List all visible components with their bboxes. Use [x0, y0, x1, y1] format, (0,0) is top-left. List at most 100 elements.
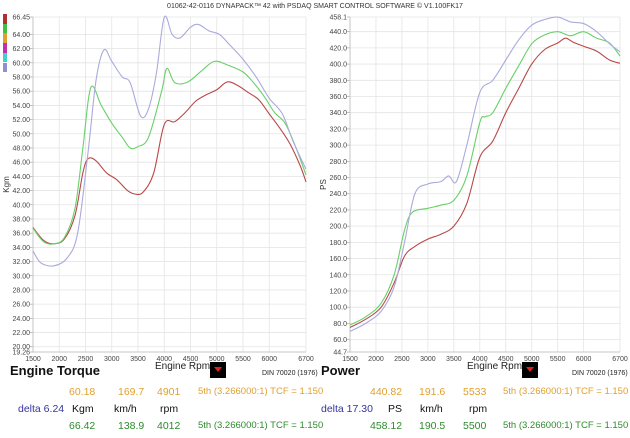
y-tick-label: 380.0 — [329, 78, 347, 85]
power-delta: delta 17.30 — [321, 403, 373, 415]
y-tick-label: 36.00 — [12, 231, 30, 238]
torque-gear-2: 5th (3.266000:1) TCF = 1.150 — [198, 420, 324, 431]
x-tick-label: 5500 — [235, 356, 251, 363]
y-tick-label: 180.0 — [329, 240, 347, 247]
series-line-run-red — [32, 81, 307, 245]
legend-swatch[interactable] — [3, 33, 7, 43]
x-tick-label: 6700 — [612, 356, 628, 363]
y-tick-label: 30.00 — [12, 273, 30, 280]
y-tick-label: 440.0 — [329, 29, 347, 36]
x-tick-label: 2000 — [51, 356, 67, 363]
torque-title: Engine Torque — [10, 363, 101, 378]
power-speed-2: 190.5 — [419, 420, 446, 432]
torque-delta: delta 6.24 — [18, 403, 65, 415]
torque-rpm-unit: rpm — [160, 403, 179, 415]
y-tick-label: 38.00 — [12, 216, 30, 223]
y-tick-label: 280.0 — [329, 159, 347, 166]
x-tick-label: 5000 — [209, 356, 225, 363]
x-tick-label: 6700 — [298, 356, 314, 363]
y-tick-label: 300.0 — [329, 143, 347, 150]
torque-value-2: 66.42 — [69, 420, 96, 432]
y-tick-label: 420.0 — [329, 45, 347, 52]
power-gear-2: 5th (3.266000:1) TCF = 1.150 — [503, 420, 629, 431]
legend-swatch[interactable] — [3, 62, 7, 72]
x-tick-label: 2000 — [368, 356, 384, 363]
x-tick-label: 2500 — [78, 356, 94, 363]
power-value-1: 440.82 — [370, 386, 403, 398]
x-tick-label: 3500 — [446, 356, 462, 363]
power-rpm-unit: rpm — [469, 403, 488, 415]
torque-speed-unit: km/h — [114, 403, 137, 415]
x-tick-label: 4000 — [472, 356, 488, 363]
y-tick-label: 56.00 — [12, 89, 30, 96]
x-tick-label: 3500 — [130, 356, 146, 363]
y-tick-label: 120.0 — [329, 288, 347, 295]
series-line-run-green — [32, 60, 307, 245]
torque-speed-2: 138.9 — [118, 420, 145, 432]
y-tick-label: 400.0 — [329, 62, 347, 69]
y-tick-label: 52.00 — [12, 117, 30, 124]
x-tick-label: 3000 — [104, 356, 120, 363]
power-unit: PS — [388, 403, 403, 415]
y-tick-label: 160.0 — [329, 256, 347, 263]
x-tick-label: 2500 — [394, 356, 410, 363]
y-tick-label: 42.00 — [12, 188, 30, 195]
torque-rpm-2: 4012 — [157, 420, 181, 432]
window-title: 01062-42-0116 DYNAPACK™ 42 with PSDAQ SM… — [167, 3, 463, 10]
y-tick-label: 26.00 — [12, 302, 30, 309]
y-tick-label: 44.00 — [12, 174, 30, 181]
y-tick-label: 54.00 — [12, 103, 30, 110]
power-dropdown-button[interactable] — [522, 362, 538, 378]
legend-swatch[interactable] — [3, 14, 7, 24]
y-tick-label: 24.00 — [12, 316, 30, 323]
y-tick-label: 240.0 — [329, 191, 347, 198]
power-rpm-2: 5500 — [463, 420, 487, 432]
y-tick-label: 20.00 — [12, 344, 30, 351]
legend-swatch[interactable] — [3, 43, 7, 53]
power-value-2: 458.12 — [370, 420, 403, 432]
x-tick-label: 6000 — [261, 356, 277, 363]
y-axis-label: Kgm — [2, 176, 11, 193]
x-tick-label: 1500 — [25, 356, 41, 363]
power-chart: 458.1 440.0 420.0 400.0 380.0 360.0 340.0 320.0… — [319, 15, 628, 364]
y-tick-label: 360.0 — [329, 94, 347, 101]
legend-swatch[interactable] — [3, 23, 7, 34]
legend-swatch[interactable] — [3, 52, 7, 63]
torque-gear-1: 5th (3.266000:1) TCF = 1.150 — [198, 386, 324, 397]
y-tick-label: 64.00 — [12, 32, 30, 39]
y-tick-label: 48.00 — [12, 145, 30, 152]
y-tick-label: 140.0 — [329, 272, 347, 279]
y-tick-label: 340.0 — [329, 110, 347, 117]
power-standard: DIN 70020 (1976) — [572, 370, 628, 377]
y-tick-label: 32.00 — [12, 259, 30, 266]
y-tick-label: 458.1 — [329, 15, 347, 22]
torque-chart: 66.45 64.00 62.00 60.00 58.00 56.00 54.00 52.00… — [2, 15, 314, 364]
x-tick-label: 5500 — [550, 356, 566, 363]
power-speed-unit: km/h — [420, 403, 443, 415]
y-tick-label: 28.00 — [12, 287, 30, 294]
x-tick-label: 1500 — [342, 356, 358, 363]
y-tick-label: 220.0 — [329, 207, 347, 214]
x-tick-label: 3000 — [420, 356, 436, 363]
y-tick-label: 46.00 — [12, 160, 30, 167]
x-tick-label: 6000 — [576, 356, 592, 363]
torque-value-1: 60.18 — [69, 386, 96, 398]
power-xaxis-label: Engine Rpm — [467, 361, 523, 372]
torque-rpm-1: 4901 — [157, 386, 181, 398]
y-tick-label: 50.00 — [12, 131, 30, 138]
y-tick-label: 80.0 — [333, 321, 347, 328]
y-axis-label: PS — [319, 179, 328, 190]
torque-dropdown-button[interactable] — [210, 362, 226, 378]
x-tick-label: 4500 — [183, 356, 199, 363]
y-tick-label: 22.00 — [12, 330, 30, 337]
x-tick-label: 5000 — [524, 356, 540, 363]
y-tick-label: 40.00 — [12, 202, 30, 209]
series-line-run-lavender — [349, 16, 621, 332]
series-line-run-red — [349, 37, 621, 328]
y-tick-label: 62.00 — [12, 46, 30, 53]
x-tick-label: 4500 — [498, 356, 514, 363]
torque-speed-1: 169.7 — [118, 386, 145, 398]
y-tick-label: 200.0 — [329, 224, 347, 231]
y-tick-label: 34.00 — [12, 245, 30, 252]
